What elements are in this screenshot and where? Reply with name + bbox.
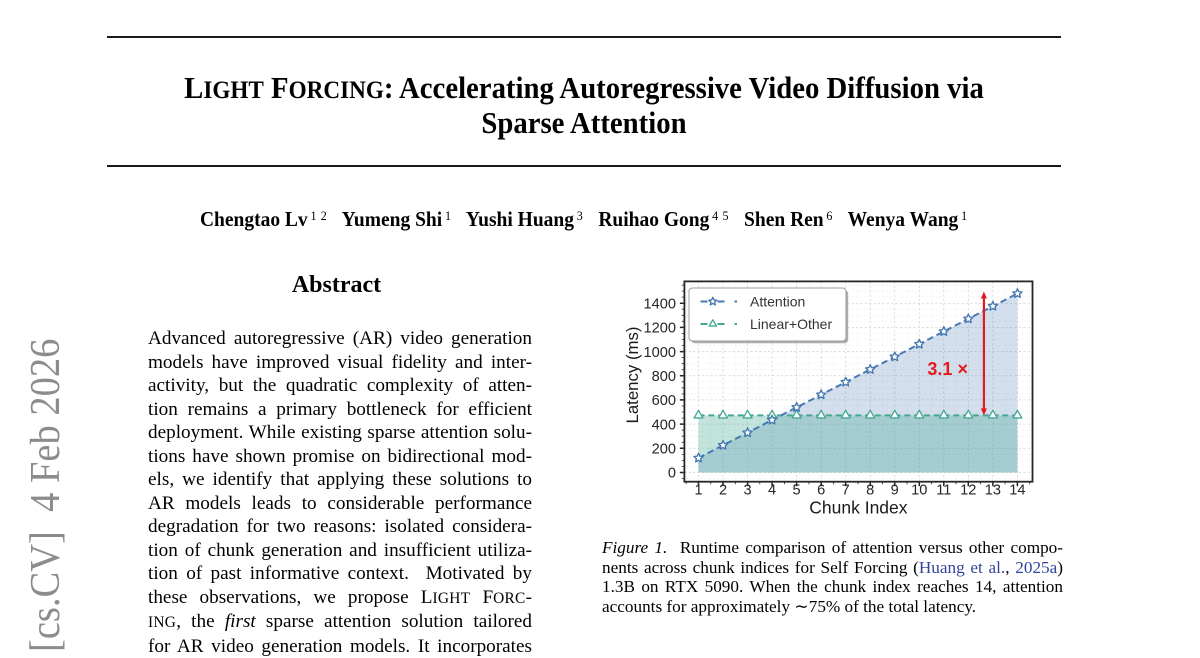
svg-text:400: 400 xyxy=(652,417,676,433)
svg-text:1: 1 xyxy=(694,483,702,499)
svg-text:4: 4 xyxy=(768,483,776,499)
svg-text:0: 0 xyxy=(668,466,676,482)
svg-text:Linear+Other: Linear+Other xyxy=(750,316,832,332)
svg-text:1400: 1400 xyxy=(644,296,676,312)
svg-text:11: 11 xyxy=(936,483,951,499)
svg-text:Chunk Index: Chunk Index xyxy=(809,498,908,518)
svg-text:3.1 ×: 3.1 × xyxy=(927,359,968,379)
svg-text:1000: 1000 xyxy=(644,345,676,361)
svg-text:Attention: Attention xyxy=(750,294,805,310)
svg-text:800: 800 xyxy=(652,369,676,385)
svg-text:14: 14 xyxy=(1009,483,1025,499)
svg-text:2: 2 xyxy=(719,483,727,499)
svg-text:13: 13 xyxy=(985,483,1001,499)
svg-text:200: 200 xyxy=(652,442,676,458)
svg-text:9: 9 xyxy=(891,483,899,499)
svg-text:600: 600 xyxy=(652,393,676,409)
svg-text:1200: 1200 xyxy=(644,321,676,337)
svg-text:10: 10 xyxy=(911,483,927,499)
svg-text:5: 5 xyxy=(793,483,801,499)
svg-text:Latency (ms): Latency (ms) xyxy=(623,327,642,424)
svg-text:12: 12 xyxy=(960,483,976,499)
svg-text:6: 6 xyxy=(817,483,825,499)
svg-text:8: 8 xyxy=(866,483,874,499)
svg-text:3: 3 xyxy=(744,483,752,499)
svg-text:7: 7 xyxy=(842,483,850,499)
